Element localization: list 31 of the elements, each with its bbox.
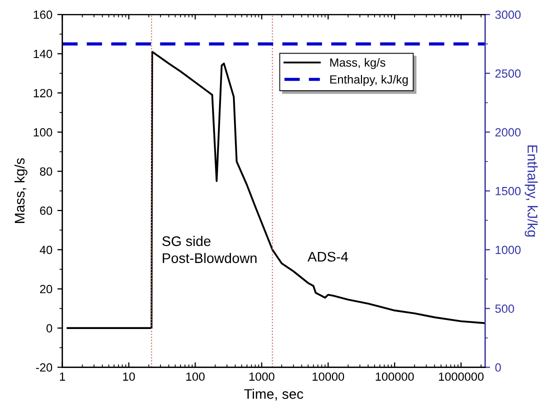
x-tick-label: 100000 — [376, 372, 414, 381]
x-tick-label: 1000 — [249, 372, 274, 381]
y2-tick-label: 2500 — [495, 69, 521, 78]
x-tick-label: 1000000 — [438, 372, 484, 381]
annotation: SG side Post-Blowdown — [162, 236, 256, 264]
y-tick-label: 120 — [34, 88, 52, 98]
y-tick-label: 80 — [40, 167, 52, 176]
y2-tick-label: 1500 — [496, 186, 521, 196]
y-tick-label: 140 — [34, 50, 52, 58]
x-tick-label: 10 — [123, 372, 135, 381]
x-tick-label: 1 — [60, 372, 66, 381]
y2-tick-label: 2000 — [495, 128, 521, 136]
y2-tick-label: 0 — [495, 363, 501, 372]
y2-axis-title: Enthalpy, kJ/kg — [524, 145, 538, 237]
y-tick-label: 40 — [40, 246, 52, 254]
y2-tick-label: 3000 — [495, 10, 521, 19]
y-tick-label: 100 — [34, 128, 52, 136]
y-tick-label: 60 — [40, 206, 52, 215]
annotation: ADS-4 — [308, 252, 348, 262]
y-tick-label: 0 — [46, 324, 52, 332]
legend-label: Mass, kg/s — [330, 58, 386, 70]
x-tick-label: 100 — [186, 372, 205, 381]
y-tick-label: 160 — [34, 10, 52, 19]
legend-label: Enthalpy, kJ/kg — [330, 74, 408, 86]
y-axis-title: Mass, kg/s — [14, 158, 28, 223]
y2-tick-label: 500 — [495, 304, 514, 313]
y2-tick-label: 1000 — [496, 246, 521, 254]
y-tick-label: 20 — [40, 284, 52, 294]
y-tick-label: -20 — [36, 363, 52, 372]
x-tick-label: 10000 — [312, 372, 344, 381]
x-axis-title: Time, sec — [244, 388, 304, 401]
